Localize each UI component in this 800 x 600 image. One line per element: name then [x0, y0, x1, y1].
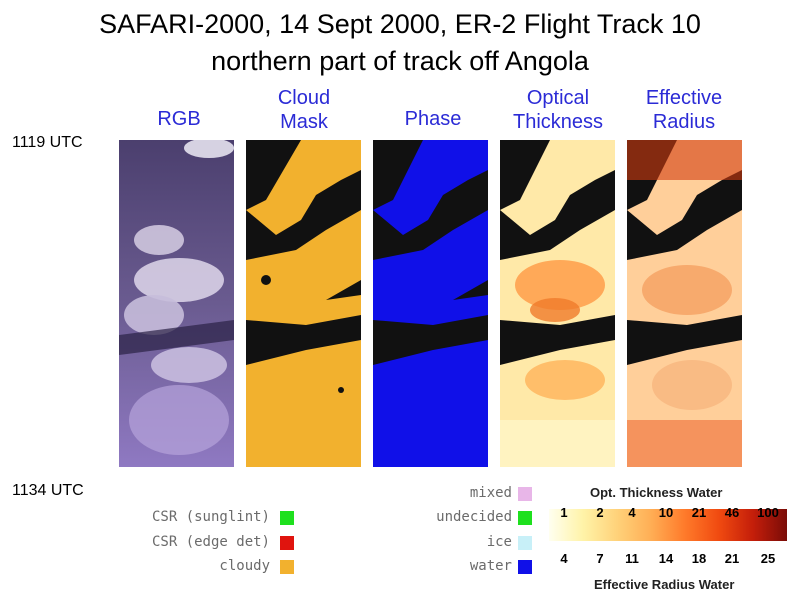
rgb-image-panel: [119, 140, 234, 467]
colorbar-top-tick: 2: [596, 505, 604, 520]
optical-thickness-image-panel: [500, 140, 615, 467]
colorbar-top-tick: 100: [757, 505, 779, 520]
colorbar-gradient: [549, 509, 787, 541]
column-header-effective-radius: Effective Radius: [645, 87, 723, 133]
phase-legend-label-water: water: [469, 558, 512, 574]
colorbar-bottom-tick: 14: [658, 551, 674, 566]
colorbar-top-tick: 46: [724, 505, 740, 520]
column-header-optical-thickness: Optical Thickness: [512, 87, 604, 133]
phase-image-panel: [373, 140, 488, 467]
column-header-rgb: RGB: [157, 108, 201, 130]
phase-legend-label-undecided: undecided: [436, 509, 512, 525]
column-header-phase: Phase: [404, 108, 462, 130]
phase-legend-label-mixed: mixed: [469, 485, 512, 501]
figure-title-line2: northern part of track off Angola: [211, 46, 589, 76]
end-time-label: 1134 UTC: [12, 482, 84, 499]
colorbar-top-tick: 4: [628, 505, 636, 520]
cloud-mask-image-panel: [246, 140, 361, 467]
cloud-mask-swatch-cloudy: [280, 560, 294, 574]
phase-swatch-mixed: [518, 487, 532, 501]
colorbar-bottom-tick: 18: [691, 551, 707, 566]
effective-radius-image-panel: [627, 140, 742, 467]
cloud-mask-swatch-edge: [280, 536, 294, 550]
colorbar-top-title: Opt. Thickness Water: [590, 485, 723, 500]
phase-swatch-water: [518, 560, 532, 574]
cloud-mask-swatch-sunglint: [280, 511, 294, 525]
colorbar-top-tick: 10: [658, 505, 674, 520]
colorbar-bottom-tick: 21: [724, 551, 740, 566]
colorbar-top-tick: 1: [560, 505, 568, 520]
colorbar-bottom-tick: 25: [760, 551, 776, 566]
phase-swatch-ice: [518, 536, 532, 550]
phase-legend-label-ice: ice: [486, 534, 512, 550]
cloud-mask-legend-label-sunglint: CSR (sunglint): [151, 509, 270, 525]
colorbar-bottom-tick: 11: [625, 551, 639, 566]
cloud-mask-legend-label-edge: CSR (edge det): [151, 534, 270, 550]
start-time-label: 1119 UTC: [12, 134, 83, 151]
colorbar-top-tick: 21: [691, 505, 707, 520]
colorbar-bottom-tick: 4: [560, 551, 568, 566]
figure-title-line1: SAFARI-2000, 14 Sept 2000, ER-2 Flight T…: [99, 9, 701, 39]
phase-swatch-undecided: [518, 511, 532, 525]
colorbar-bottom-title: Effective Radius Water: [594, 577, 735, 592]
cloud-mask-legend-label-cloudy: cloudy: [219, 558, 270, 574]
column-header-cloud-mask: Cloud Mask: [277, 87, 331, 133]
colorbar-bottom-tick: 7: [596, 551, 604, 566]
